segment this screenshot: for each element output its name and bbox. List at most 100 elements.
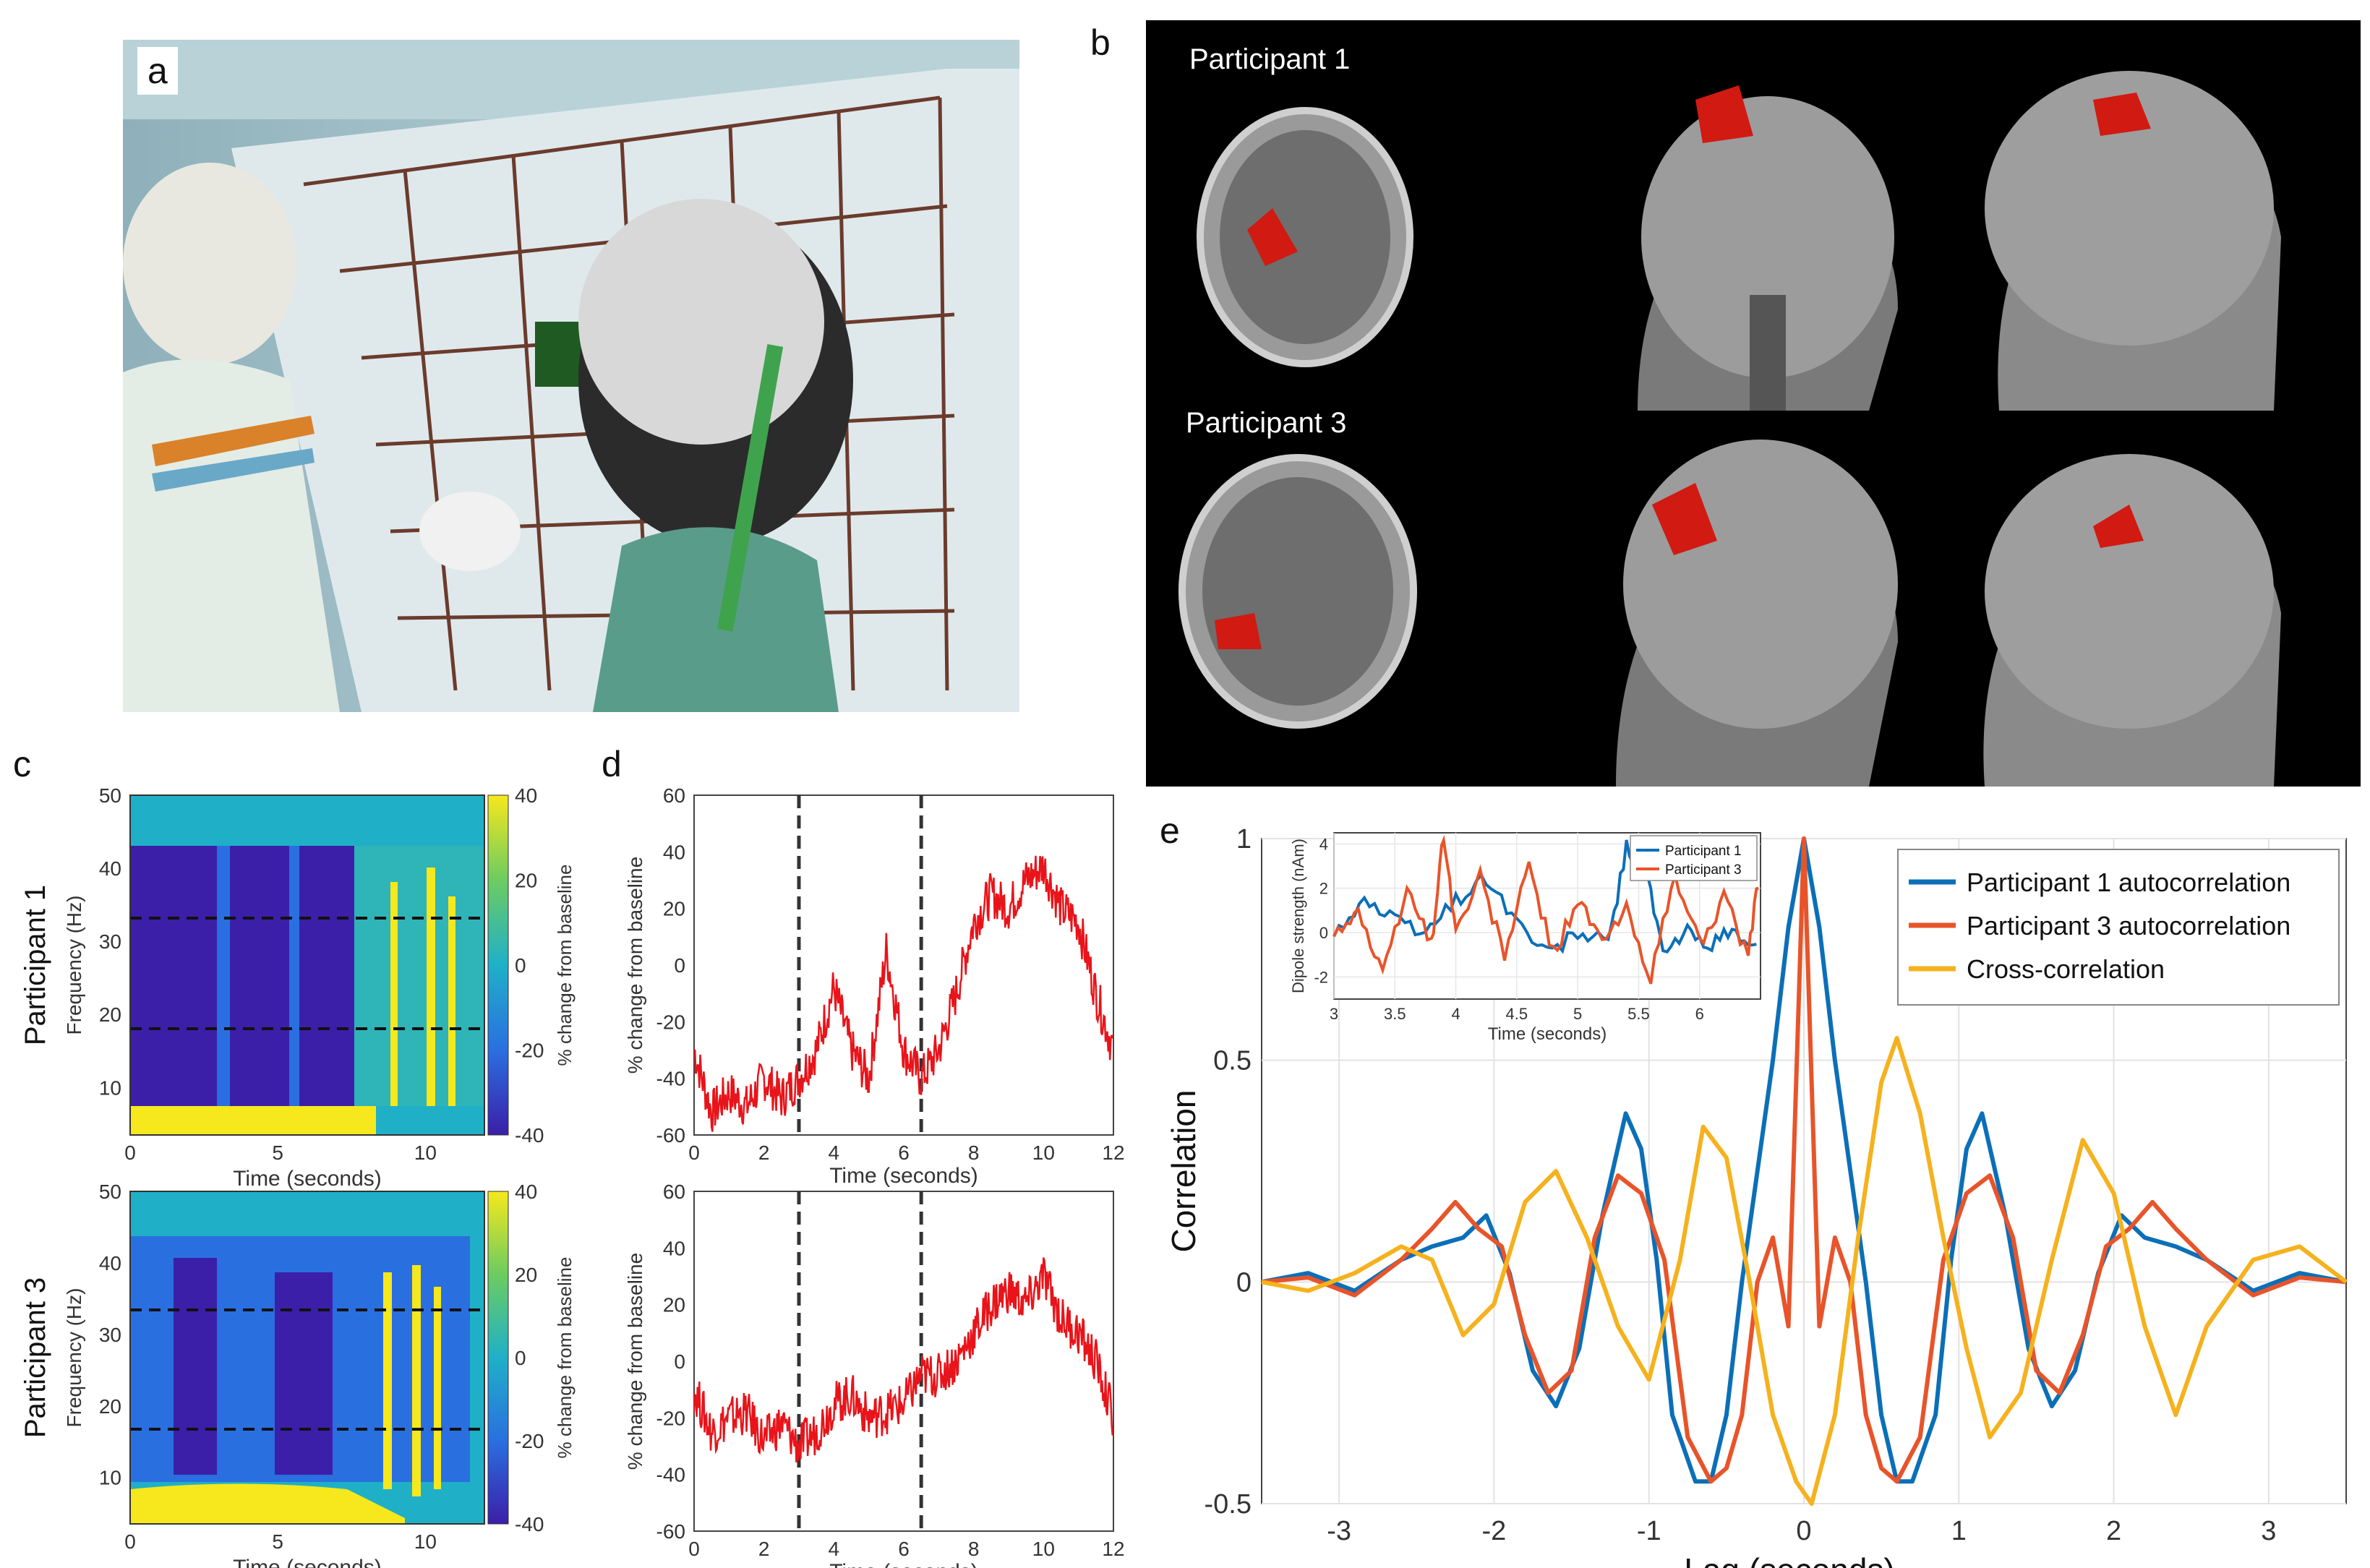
x-tick-label: 1 xyxy=(1951,1516,1967,1546)
colorbar-tick-label: 20 xyxy=(515,870,537,892)
colorbar-tick-label: -40 xyxy=(515,1513,544,1535)
y-axis-label: Correlation xyxy=(1165,1090,1202,1253)
colorbar-tick-label: 40 xyxy=(515,1181,537,1203)
spectrogram-participant-3 xyxy=(129,1191,485,1525)
colorbar-tick-label: 40 xyxy=(515,784,537,807)
x-tick-label: 4 xyxy=(829,1538,840,1560)
time-tick-label: 10 xyxy=(414,1530,437,1553)
y-tick-label: -40 xyxy=(656,1068,685,1090)
legend-entry-label: Participant 1 autocorrelation xyxy=(1967,867,2290,897)
inset-dipole-trace xyxy=(1332,839,1757,954)
inset-x-tick-label: 4.5 xyxy=(1506,1005,1528,1023)
mri-panel: Participant 1 Participant 3 xyxy=(1146,20,2361,787)
beta-power-trace xyxy=(693,855,1114,1132)
inset-dipole-trace xyxy=(1332,834,1759,985)
freq-tick-label: 50 xyxy=(99,1181,121,1203)
plot-frame xyxy=(693,1191,1114,1532)
colorbar-tick-label: 0 xyxy=(515,1347,526,1369)
colorbar-2 xyxy=(487,1191,509,1525)
freq-tick-label: 30 xyxy=(99,930,121,953)
mri-row-1 xyxy=(1197,71,2281,411)
inset-y-tick-label: 2 xyxy=(1319,880,1328,898)
x-tick-label: 2 xyxy=(758,1141,770,1164)
frequency-axis-label: Frequency (Hz) xyxy=(63,896,85,1035)
freq-tick-label: 10 xyxy=(99,1076,121,1099)
y-tick-label: 60 xyxy=(663,1181,685,1203)
participant-3-label: Participant 3 xyxy=(1186,407,1347,439)
legend-box xyxy=(1897,849,2340,1006)
panel-b-letter: b xyxy=(1090,22,1111,63)
time-tick-label: 5 xyxy=(272,1141,283,1164)
participant-1-label: Participant 1 xyxy=(1189,43,1351,75)
x-tick-label: 12 xyxy=(1102,1141,1124,1164)
panel-a-letter: a xyxy=(137,47,178,95)
colorbar-1 xyxy=(487,794,509,1136)
freq-tick-label: 20 xyxy=(99,1395,121,1418)
x-tick-label: 8 xyxy=(968,1538,980,1560)
y-tick-label: 0 xyxy=(674,954,685,977)
time-tick-label: 0 xyxy=(124,1530,136,1553)
y-tick-label: -20 xyxy=(656,1407,685,1429)
y-tick-label: 0 xyxy=(1236,1267,1252,1298)
panel-c-spectrograms: 50 40 30 20 10 0 5 10 Time (seconds) Frequency (H… xyxy=(20,784,576,1568)
photo-lab-setup xyxy=(123,40,1019,712)
x-tick-label: 2 xyxy=(758,1538,770,1560)
time-axis-label: Time (seconds) xyxy=(233,1167,382,1191)
inset-x-tick-label: 4 xyxy=(1451,1005,1460,1023)
inset-x-tick-label: 5 xyxy=(1573,1005,1582,1023)
inset-x-tick-label: 3.5 xyxy=(1384,1005,1406,1023)
panel-e-letter: e xyxy=(1160,810,1180,851)
y-tick-label: 40 xyxy=(663,841,685,863)
inset-y-axis-label: Dipole strength (nAm) xyxy=(1289,839,1307,993)
correlation-series-line xyxy=(1261,1036,2348,1506)
colorbar-tick-label: -20 xyxy=(515,1430,544,1452)
y-tick-label: 0 xyxy=(674,1350,685,1373)
panel-c-letter: c xyxy=(13,744,31,784)
activation-blob xyxy=(2093,93,2151,136)
x-tick-label: 10 xyxy=(1032,1141,1055,1164)
colorbar-label: % change from baseline xyxy=(554,1257,576,1459)
spectrogram-participant-1 xyxy=(129,794,485,1136)
y-tick-label: 20 xyxy=(663,1294,685,1316)
activation-blob xyxy=(1247,208,1298,266)
inset-legend-entry-label: Participant 1 xyxy=(1665,844,1742,859)
colorbar-tick-label: 20 xyxy=(515,1264,537,1286)
x-tick-label: 0 xyxy=(1796,1516,1811,1546)
y-tick-label: 1 xyxy=(1236,824,1252,854)
legend-entry-label: Participant 3 autocorrelation xyxy=(1967,911,2290,941)
beta-power-trace xyxy=(693,1257,1114,1462)
activation-blob xyxy=(1215,613,1262,649)
activation-blob xyxy=(2093,505,2144,548)
x-tick-label: 6 xyxy=(898,1538,910,1560)
y-tick-label: 0.5 xyxy=(1213,1046,1252,1076)
x-tick-label: 0 xyxy=(688,1141,700,1164)
y-tick-label: -40 xyxy=(656,1464,685,1486)
legend-entry-label: Cross-correlation xyxy=(1967,954,2165,984)
x-tick-label: -2 xyxy=(1482,1516,1507,1546)
y-tick-label: 40 xyxy=(663,1237,685,1259)
inset-x-tick-label: 6 xyxy=(1695,1005,1704,1023)
x-tick-label: 0 xyxy=(688,1538,700,1560)
y-tick-label: -0.5 xyxy=(1205,1489,1252,1520)
x-tick-label: -1 xyxy=(1637,1516,1661,1546)
frequency-axis-label: Frequency (Hz) xyxy=(63,1288,85,1428)
y-tick-label: -60 xyxy=(656,1520,685,1543)
x-tick-label: 12 xyxy=(1102,1538,1124,1560)
activation-blob xyxy=(1695,85,1753,143)
y-tick-label: -60 xyxy=(656,1124,685,1147)
freq-tick-label: 10 xyxy=(99,1467,121,1489)
x-tick-label: 3 xyxy=(2261,1516,2276,1546)
inset-y-tick-label: 4 xyxy=(1319,835,1328,853)
participant-row-label: Participant 1 xyxy=(20,885,51,1045)
x-axis-label: Time (seconds) xyxy=(829,1164,978,1188)
colorbar-tick-label: 0 xyxy=(515,954,526,977)
inset-y-tick-label: -2 xyxy=(1314,968,1328,986)
x-tick-label: -3 xyxy=(1327,1516,1351,1546)
freq-tick-label: 40 xyxy=(99,857,121,880)
x-tick-label: 6 xyxy=(898,1141,910,1164)
colorbar-tick-label: -20 xyxy=(515,1040,544,1062)
inset-legend-box xyxy=(1630,835,1758,881)
inset-x-tick-label: 3 xyxy=(1330,1005,1338,1023)
panel-e-correlation: -3 -2 -1 0 1 2 3 1 0.5 0 -0.5 Lag (seconds) Correlat… xyxy=(1165,824,2348,1568)
